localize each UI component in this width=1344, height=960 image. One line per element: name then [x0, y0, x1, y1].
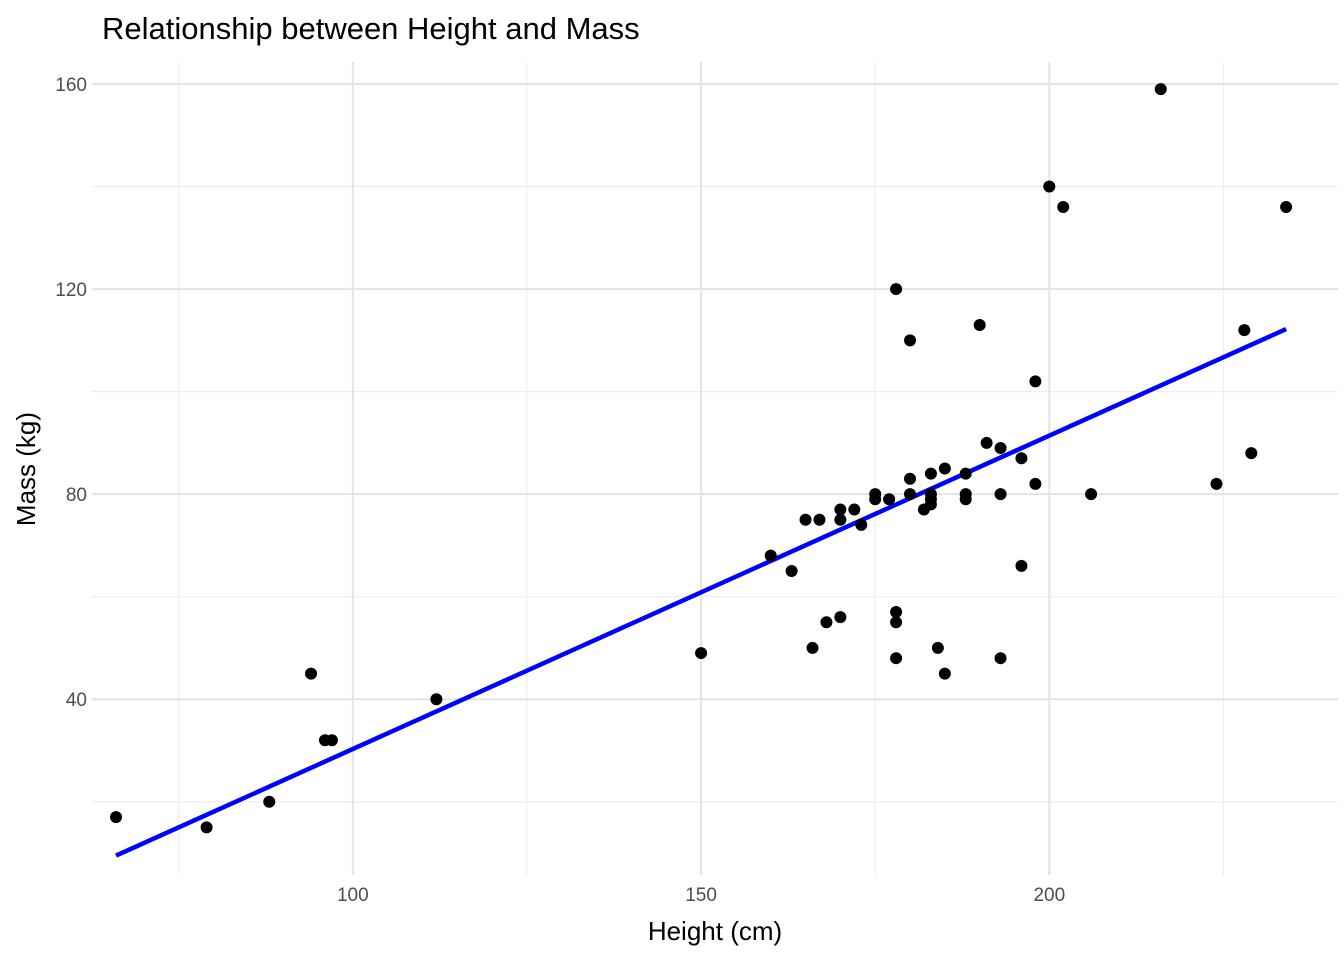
- data-point: [1238, 324, 1251, 337]
- data-point: [305, 667, 318, 680]
- x-tick-label: 150: [685, 885, 717, 906]
- data-point: [325, 734, 338, 747]
- data-point: [1029, 477, 1042, 490]
- data-points: [110, 83, 1293, 834]
- y-axis-ticks: 40 80 120 160: [55, 75, 87, 711]
- data-point: [848, 503, 861, 516]
- data-point: [834, 503, 847, 516]
- data-point: [820, 616, 833, 629]
- data-point: [1057, 201, 1070, 214]
- data-point: [834, 513, 847, 526]
- data-point: [890, 616, 903, 629]
- data-point: [806, 641, 819, 654]
- x-axis-title: Height (cm): [648, 916, 782, 946]
- data-point: [1280, 201, 1293, 214]
- y-tick-label: 120: [55, 280, 87, 301]
- data-point: [1015, 452, 1028, 465]
- data-point: [938, 667, 951, 680]
- y-tick-label: 40: [66, 690, 87, 711]
- data-point: [855, 518, 868, 531]
- data-point: [904, 488, 917, 501]
- data-point: [695, 647, 708, 660]
- data-point: [200, 821, 213, 834]
- data-point: [1245, 447, 1258, 460]
- data-point: [263, 795, 276, 808]
- data-point: [931, 641, 944, 654]
- data-point: [1043, 180, 1056, 193]
- data-point: [110, 811, 123, 824]
- data-point: [813, 513, 826, 526]
- y-tick-label: 160: [55, 75, 87, 96]
- x-tick-label: 100: [337, 885, 369, 906]
- y-axis-title: Mass (kg): [11, 412, 41, 526]
- trend-line: [115, 327, 1288, 858]
- data-point: [799, 513, 812, 526]
- data-point: [430, 693, 443, 706]
- y-tick-label: 80: [66, 485, 87, 506]
- data-point: [1015, 559, 1028, 572]
- x-axis-ticks: 100 150 200: [337, 885, 1065, 906]
- data-point: [785, 565, 798, 578]
- minor-grid: [92, 62, 1338, 875]
- data-point: [994, 441, 1007, 454]
- data-point: [924, 498, 937, 511]
- data-point: [869, 488, 882, 501]
- data-point: [834, 611, 847, 624]
- trend-line-layer: [115, 327, 1288, 858]
- data-point: [1029, 375, 1042, 388]
- data-point: [764, 549, 777, 562]
- data-point: [994, 488, 1007, 501]
- data-point: [980, 436, 993, 449]
- data-point: [1154, 83, 1167, 96]
- data-point: [904, 334, 917, 347]
- data-point: [959, 493, 972, 506]
- data-point: [883, 493, 896, 506]
- data-point: [973, 318, 986, 331]
- data-point: [1210, 477, 1223, 490]
- chart-title: Relationship between Height and Mass: [102, 11, 640, 46]
- data-point: [938, 462, 951, 475]
- x-tick-label: 200: [1033, 885, 1065, 906]
- data-point: [890, 606, 903, 619]
- data-point: [890, 283, 903, 296]
- data-point: [1085, 488, 1098, 501]
- data-point: [994, 652, 1007, 665]
- major-grid: [92, 62, 1338, 875]
- data-point: [890, 652, 903, 665]
- data-point: [924, 467, 937, 480]
- data-point: [959, 467, 972, 480]
- data-point: [904, 472, 917, 485]
